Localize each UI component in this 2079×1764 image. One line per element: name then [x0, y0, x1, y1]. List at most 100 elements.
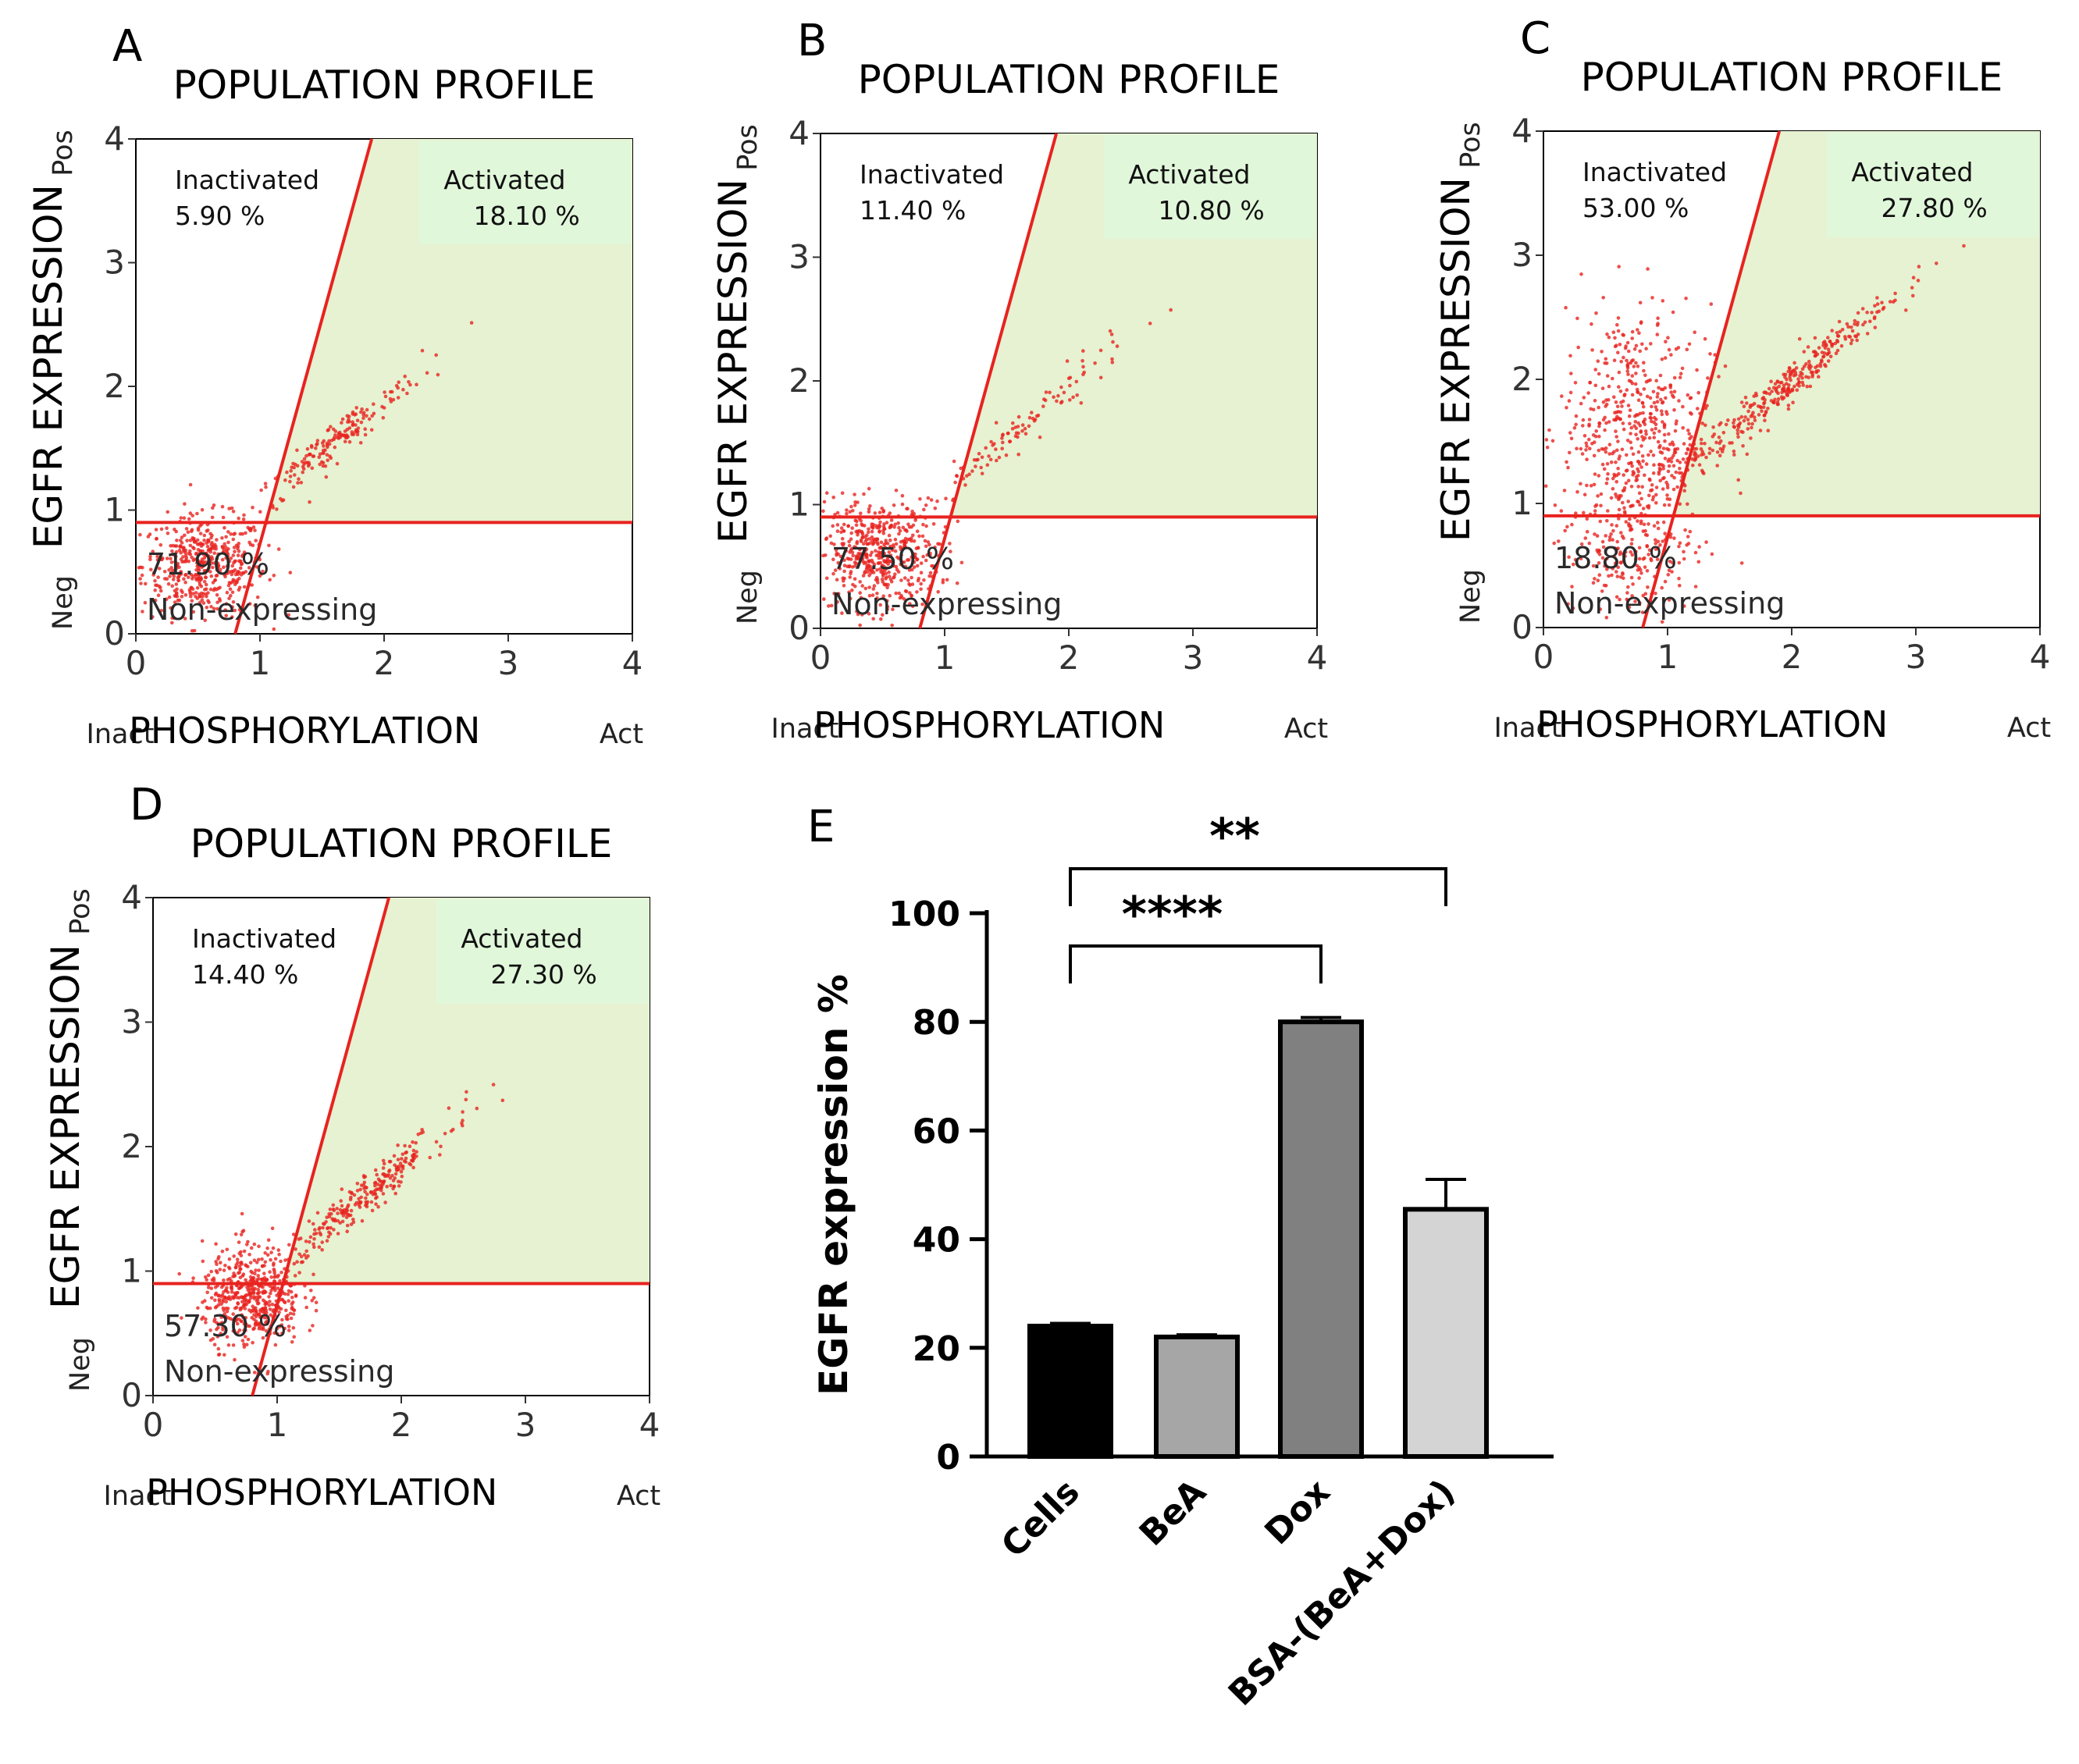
data-point: [210, 515, 215, 520]
data-point: [358, 1205, 362, 1209]
data-point: [238, 1275, 243, 1279]
data-point: [1651, 453, 1656, 457]
x-tick-label: 1: [250, 644, 271, 682]
data-point: [293, 473, 297, 477]
data-point: [1693, 450, 1696, 454]
data-point: [1652, 400, 1657, 405]
data-point: [206, 528, 210, 532]
data-point: [222, 572, 226, 577]
data-point: [1593, 577, 1597, 581]
data-point: [1650, 483, 1654, 487]
data-point: [204, 1275, 208, 1279]
data-point: [1634, 361, 1638, 365]
data-point: [173, 527, 176, 532]
data-point: [411, 1140, 415, 1144]
data-point: [847, 539, 851, 544]
data-point: [1622, 506, 1626, 510]
data-point: [1791, 368, 1796, 373]
data-point: [1715, 450, 1720, 454]
data-point: [1617, 385, 1621, 389]
y-min-label: Neg: [48, 575, 79, 630]
y-min-label: Neg: [65, 1337, 96, 1392]
data-point: [1634, 426, 1639, 430]
data-point: [329, 425, 333, 429]
data-point: [1753, 418, 1757, 422]
data-point: [903, 564, 908, 569]
x-tick-label: 4: [622, 644, 643, 682]
data-point: [148, 532, 152, 536]
data-point: [1148, 322, 1152, 325]
data-point: [1935, 261, 1938, 265]
data-point: [897, 525, 901, 530]
data-point: [1560, 394, 1564, 398]
data-point: [262, 1271, 266, 1275]
data-point: [310, 466, 315, 471]
x-axis-title: PHOSPHORYLATION: [813, 704, 1165, 746]
data-point: [1629, 425, 1633, 430]
data-point: [221, 550, 226, 554]
data-point: [1016, 452, 1020, 457]
data-point: [191, 592, 195, 596]
data-point: [1861, 322, 1865, 327]
data-point: [212, 503, 216, 507]
data-point: [1661, 446, 1666, 450]
data-point: [220, 557, 225, 562]
data-point: [915, 529, 920, 533]
data-point: [385, 1184, 390, 1189]
data-point: [183, 573, 187, 577]
data-point: [1587, 424, 1591, 428]
data-point: [1763, 390, 1768, 394]
data-point: [1574, 422, 1578, 427]
data-point: [188, 539, 193, 542]
data-point: [959, 560, 964, 565]
data-point: [1607, 452, 1611, 456]
data-point: [392, 1184, 397, 1189]
data-point: [232, 1254, 237, 1258]
data-point: [1643, 556, 1646, 560]
data-point: [1668, 443, 1672, 446]
data-point: [1615, 539, 1619, 544]
data-point: [1648, 396, 1653, 400]
data-point: [167, 595, 172, 599]
y-tick-label: 2: [104, 367, 125, 405]
data-point: [1856, 311, 1860, 315]
data-point: [862, 542, 866, 546]
data-point: [1846, 325, 1850, 329]
data-point: [1597, 548, 1601, 553]
data-point: [283, 478, 287, 482]
bar-bea: [1154, 1334, 1240, 1459]
data-point: [1030, 411, 1034, 414]
data-point: [877, 556, 881, 560]
data-point: [867, 507, 871, 511]
data-point: [1818, 364, 1823, 368]
data-point: [1000, 436, 1004, 440]
data-point: [359, 1195, 364, 1200]
data-point: [1688, 529, 1693, 534]
data-point: [411, 1165, 415, 1170]
data-point: [885, 585, 889, 590]
data-point: [1557, 539, 1561, 543]
data-point: [219, 1315, 223, 1319]
data-point: [247, 1253, 251, 1257]
data-point: [920, 534, 925, 539]
data-point: [1579, 272, 1583, 276]
data-point: [1668, 497, 1672, 501]
data-point: [860, 584, 864, 588]
data-point: [1605, 374, 1610, 378]
data-point: [1643, 592, 1648, 596]
data-point: [1109, 333, 1114, 336]
data-point: [206, 1273, 211, 1278]
data-point: [1648, 478, 1652, 482]
data-point: [231, 537, 236, 542]
data-point: [349, 1208, 354, 1213]
data-point: [1682, 489, 1686, 493]
data-point: [1649, 342, 1653, 346]
data-point: [884, 582, 888, 587]
data-point: [251, 1340, 255, 1345]
data-point: [1567, 555, 1571, 559]
data-point: [1649, 419, 1654, 424]
data-point: [1596, 359, 1600, 364]
gate-line: [918, 133, 1059, 629]
data-point: [1630, 594, 1634, 598]
data-point: [1080, 359, 1084, 363]
